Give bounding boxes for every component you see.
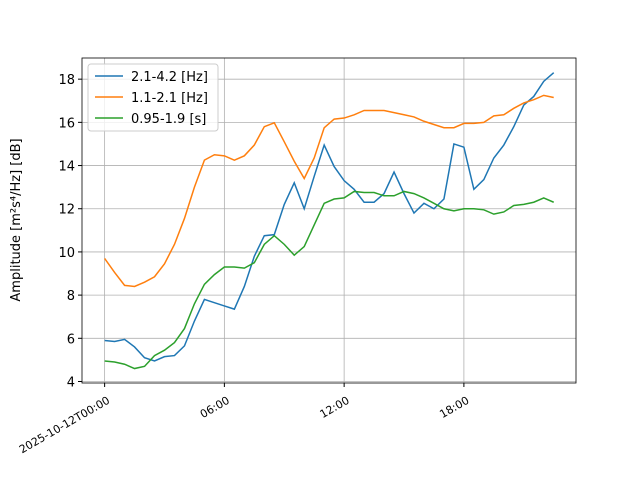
legend-label: 1.1-2.1 [Hz] [131, 91, 208, 106]
y-tick-label: 18 [58, 73, 75, 88]
x-tick-label: 2025-10-12T00:00 [17, 394, 112, 456]
x-tick-label: 18:00 [437, 394, 471, 421]
y-tick-label: 14 [58, 160, 75, 175]
legend-box [87, 63, 219, 132]
y-tick-label: 4 [67, 375, 75, 390]
series-line [104, 190, 555, 370]
x-tick-label: 06:00 [198, 394, 232, 421]
plot-frame [81, 57, 577, 384]
series-line [104, 94, 554, 288]
series-line [104, 72, 555, 362]
y-tick-label: 16 [58, 116, 75, 131]
y-axis-label: Amplitude [m²s⁴/Hz] [dB] [9, 138, 24, 301]
y-tick-label: 12 [58, 203, 75, 218]
y-tick-label: 10 [58, 246, 75, 261]
legend-label: 0.95-1.9 [s] [131, 112, 206, 127]
y-tick-label: 8 [67, 289, 75, 304]
legend-label: 2.1-4.2 [Hz] [131, 70, 208, 85]
x-tick-label: 12:00 [318, 394, 352, 421]
y-tick-label: 6 [67, 332, 75, 347]
